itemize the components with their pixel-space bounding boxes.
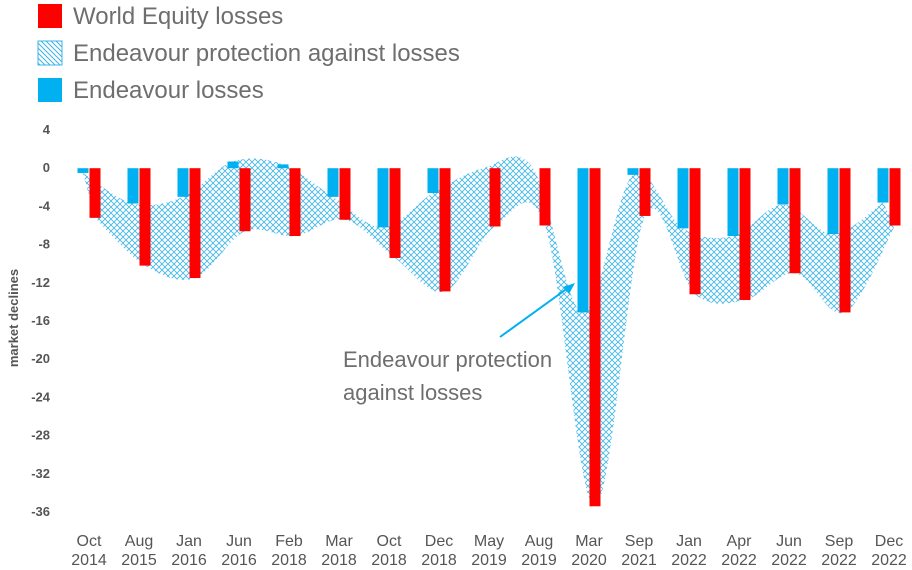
- y-tick-label: -12: [31, 275, 50, 290]
- legend-swatch-red: [38, 4, 62, 28]
- bar-endeavour: [877, 168, 889, 203]
- y-tick-label: 0: [43, 160, 50, 175]
- x-tick-month: Aug: [525, 533, 553, 550]
- x-tick-month: Dec: [425, 533, 453, 550]
- bar-endeavour: [377, 168, 389, 228]
- bar-world-equity: [789, 168, 801, 274]
- x-tick-year: 2014: [71, 552, 107, 569]
- y-tick-label: -4: [38, 198, 50, 213]
- bar-endeavour: [277, 164, 289, 169]
- protection-area-fill: [83, 156, 895, 507]
- bar-endeavour: [427, 168, 439, 194]
- legend-swatch-hatched: [37, 40, 63, 66]
- x-tick-year: 2021: [621, 552, 657, 569]
- bar-world-equity: [339, 168, 351, 220]
- x-tick-month: Sep: [825, 533, 854, 550]
- legend-label-endeavour: Endeavour losses: [73, 77, 264, 104]
- y-axis-title: market declines: [6, 269, 21, 367]
- x-tick-month: Oct: [377, 533, 402, 550]
- x-tick-year: 2016: [171, 552, 207, 569]
- x-tick-month: Feb: [275, 533, 303, 550]
- bar-world-equity: [89, 168, 101, 218]
- legend: World Equity losses Endeavour protection…: [37, 3, 460, 104]
- x-tick-year: 2020: [571, 552, 607, 569]
- bar-world-equity: [839, 168, 851, 313]
- legend-item-endeavour: Endeavour losses: [38, 77, 264, 104]
- x-tick-month: Jan: [676, 533, 702, 550]
- bar-world-equity: [189, 168, 201, 279]
- bar-endeavour: [127, 168, 139, 204]
- x-tick-month: Apr: [727, 533, 753, 550]
- bar-endeavour: [577, 168, 589, 313]
- x-tick-year: 2019: [471, 552, 507, 569]
- bar-world-equity: [689, 168, 701, 295]
- bar-world-equity: [239, 168, 251, 232]
- x-tick-month: Mar: [575, 533, 603, 550]
- bar-endeavour: [227, 161, 239, 169]
- x-tick-year: 2018: [421, 552, 457, 569]
- x-tick-month: Jan: [176, 533, 202, 550]
- x-tick-month: Oct: [77, 533, 102, 550]
- annotation-arrow-line: [499, 284, 573, 338]
- bar-endeavour: [327, 168, 339, 197]
- bar-world-equity: [139, 168, 151, 266]
- bar-world-equity: [589, 168, 601, 507]
- y-tick-label: -20: [31, 351, 50, 366]
- x-axis-ticks: Oct 2014 Aug 2015 Jan 2016 Jun 2016 Feb 2018 Mar 20…: [71, 533, 907, 569]
- bar-endeavour: [627, 168, 639, 175]
- x-tick-year: 2022: [721, 552, 757, 569]
- y-tick-label: -16: [31, 313, 50, 328]
- legend-item-protection: Endeavour protection against losses: [37, 40, 460, 67]
- x-tick-year: 2018: [321, 552, 357, 569]
- y-tick-label: -28: [31, 428, 50, 443]
- annotation: Endeavour protection against losses: [343, 283, 575, 405]
- x-tick-year: 2018: [271, 552, 307, 569]
- legend-label-world-equity: World Equity losses: [73, 3, 283, 30]
- x-tick-month: Dec: [875, 533, 903, 550]
- x-tick-year: 2022: [671, 552, 707, 569]
- x-tick-year: 2022: [821, 552, 857, 569]
- bar-world-equity: [289, 168, 301, 237]
- legend-item-world-equity: World Equity losses: [38, 3, 283, 30]
- annotation-line-2: against losses: [343, 380, 482, 405]
- x-tick-year: 2019: [521, 552, 557, 569]
- bars: [77, 161, 901, 507]
- bar-endeavour: [77, 168, 89, 173]
- bar-world-equity: [639, 168, 651, 216]
- x-tick-month: Aug: [125, 533, 153, 550]
- y-tick-label: 4: [43, 122, 51, 137]
- y-tick-label: -8: [38, 237, 50, 252]
- x-tick-month: Mar: [325, 533, 353, 550]
- bar-endeavour: [677, 168, 689, 229]
- y-tick-label: -32: [31, 466, 50, 481]
- bar-endeavour: [177, 168, 189, 197]
- bar-endeavour: [827, 168, 839, 235]
- legend-label-protection: Endeavour protection against losses: [73, 40, 460, 67]
- x-tick-year: 2022: [771, 552, 807, 569]
- bar-world-equity: [439, 168, 451, 292]
- bar-world-equity: [389, 168, 401, 258]
- bar-endeavour: [727, 168, 739, 237]
- protection-area: [83, 156, 895, 507]
- x-tick-month: Jun: [776, 533, 802, 550]
- x-tick-year: 2015: [121, 552, 157, 569]
- y-axis-ticks: 4 0 -4 -8 -12 -16 -20 -24 -28 -32 -36: [31, 122, 51, 519]
- legend-swatch-blue: [38, 78, 62, 102]
- bar-world-equity: [539, 168, 551, 226]
- y-tick-label: -36: [31, 504, 50, 519]
- x-tick-month: Sep: [625, 533, 654, 550]
- y-tick-label: -24: [31, 389, 51, 404]
- annotation-line-1: Endeavour protection: [343, 347, 552, 372]
- bar-world-equity: [739, 168, 751, 300]
- x-tick-year: 2022: [871, 552, 907, 569]
- x-tick-month: Jun: [226, 533, 252, 550]
- x-tick-year: 2018: [371, 552, 407, 569]
- bar-endeavour: [777, 168, 789, 205]
- x-tick-month: May: [474, 533, 504, 550]
- annotation-arrow-head: [563, 283, 575, 294]
- bar-world-equity: [889, 168, 901, 226]
- x-tick-year: 2016: [221, 552, 257, 569]
- bar-world-equity: [489, 168, 501, 227]
